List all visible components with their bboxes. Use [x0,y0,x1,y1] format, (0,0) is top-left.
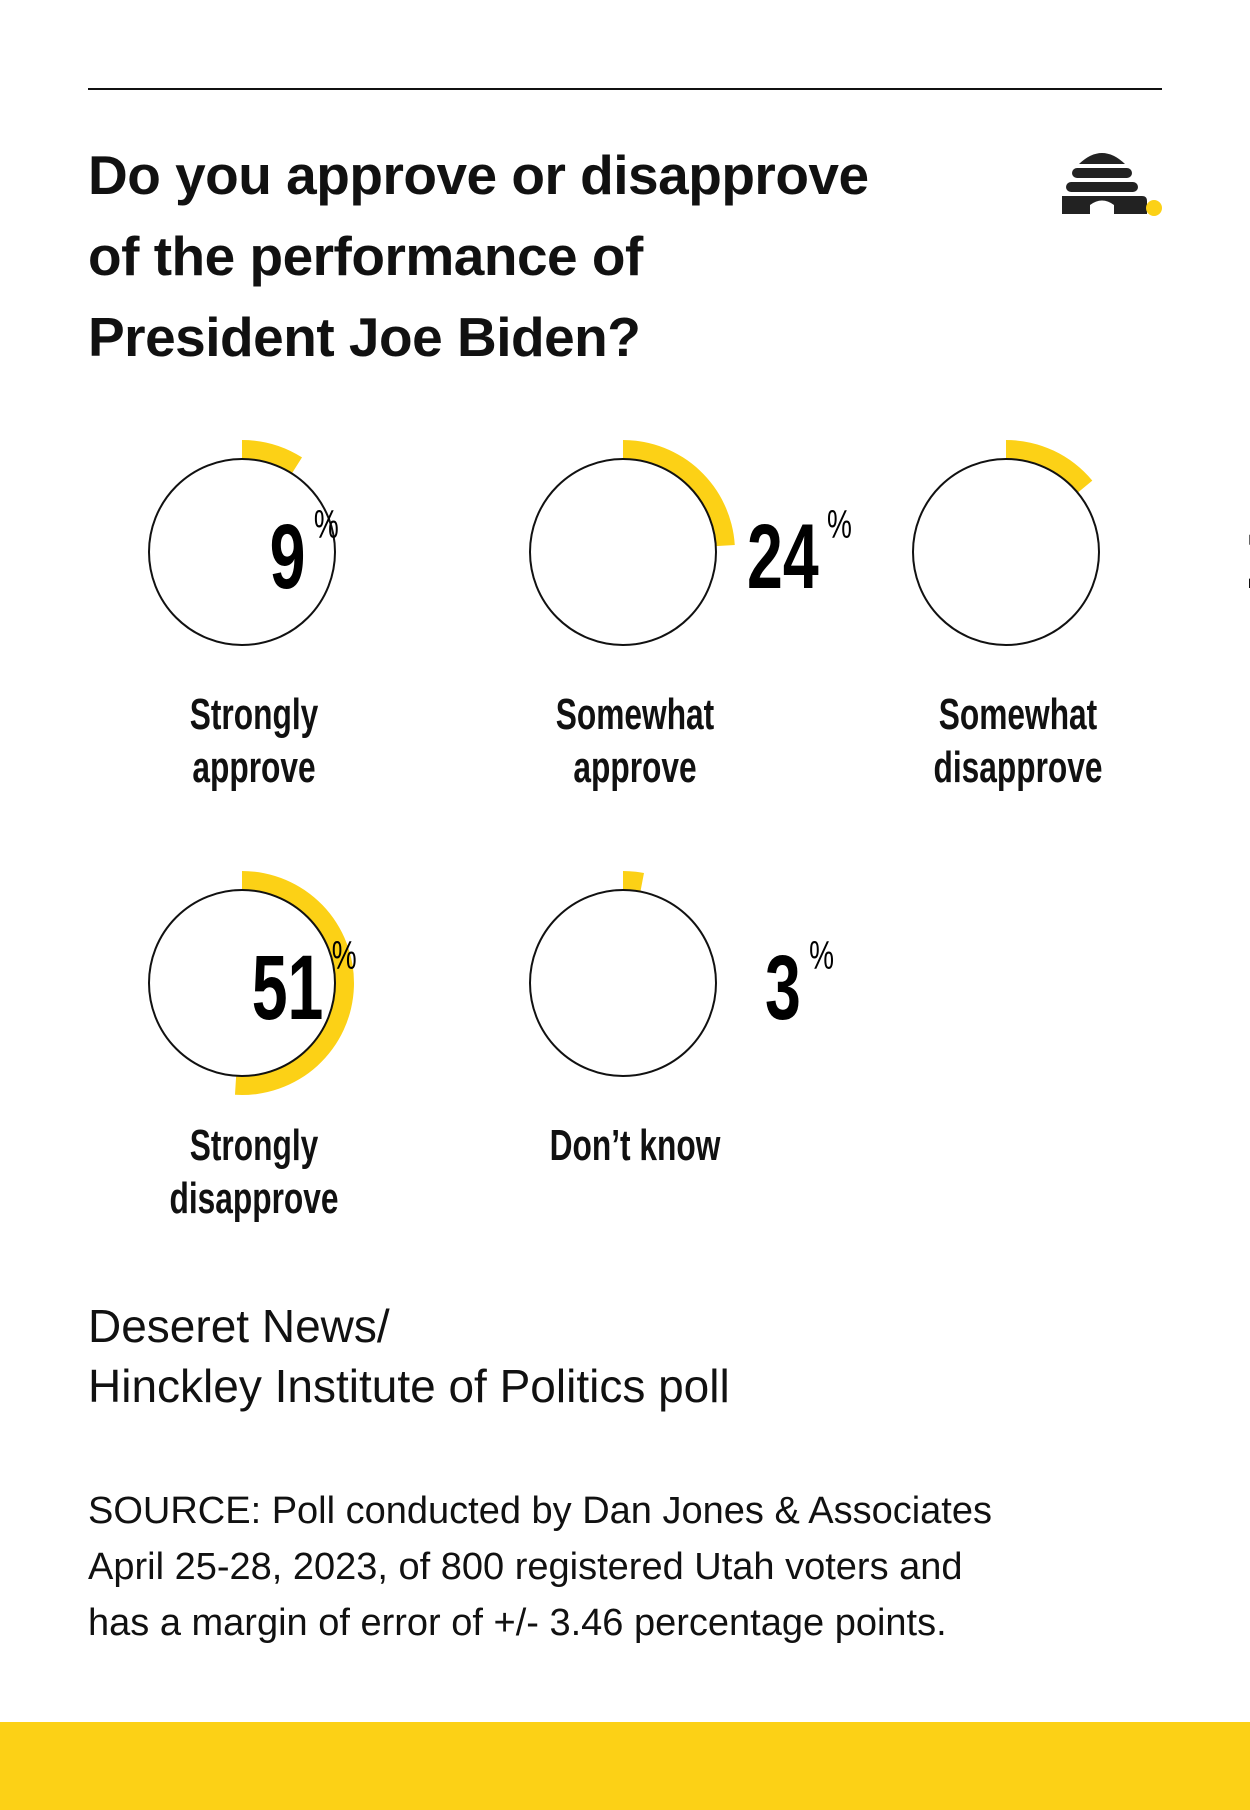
value-label: 3% [765,934,834,1038]
value-label: 24% [747,503,852,607]
category-label: Strongly approve [189,690,319,792]
logo [1062,153,1162,216]
gauge-ring [148,458,336,646]
footer-bar [0,1722,1250,1810]
category-label: Don’t know [549,1121,721,1170]
gauge-arc [623,440,735,547]
value-unit: % [809,934,834,978]
gauge-arc [242,440,303,474]
value-unit: % [314,503,339,547]
gauge-ring [529,458,717,646]
category-label: Somewhat disapprove [933,690,1103,792]
subtitle: Deseret News/ Hinckley Institute of Poli… [88,1300,730,1412]
value-number: 51 [252,936,324,1039]
value-label: 9% [270,503,339,607]
value-number: 14 [1245,505,1250,608]
category-label: Somewhat approve [555,690,715,792]
gauge-arc [234,871,354,1095]
value-unit: % [827,503,852,547]
gauge-ring [912,458,1100,646]
value-unit: % [332,934,357,978]
gauge-ring [148,889,336,1077]
value-label: 51% [252,934,357,1038]
chart-title: Do you approve or disapprove of the perf… [88,144,869,368]
value-number: 3 [765,936,801,1039]
gauge-arc [623,871,644,892]
gauge-arc [1006,440,1093,493]
value-number: 24 [747,505,819,608]
category-label: Strongly disapprove [169,1121,339,1223]
source-note: SOURCE: Poll conducted by Dan Jones & As… [88,1490,993,1644]
gauge-ring [529,889,717,1077]
value-number: 9 [270,505,306,608]
value-label: 14% [1245,503,1250,607]
